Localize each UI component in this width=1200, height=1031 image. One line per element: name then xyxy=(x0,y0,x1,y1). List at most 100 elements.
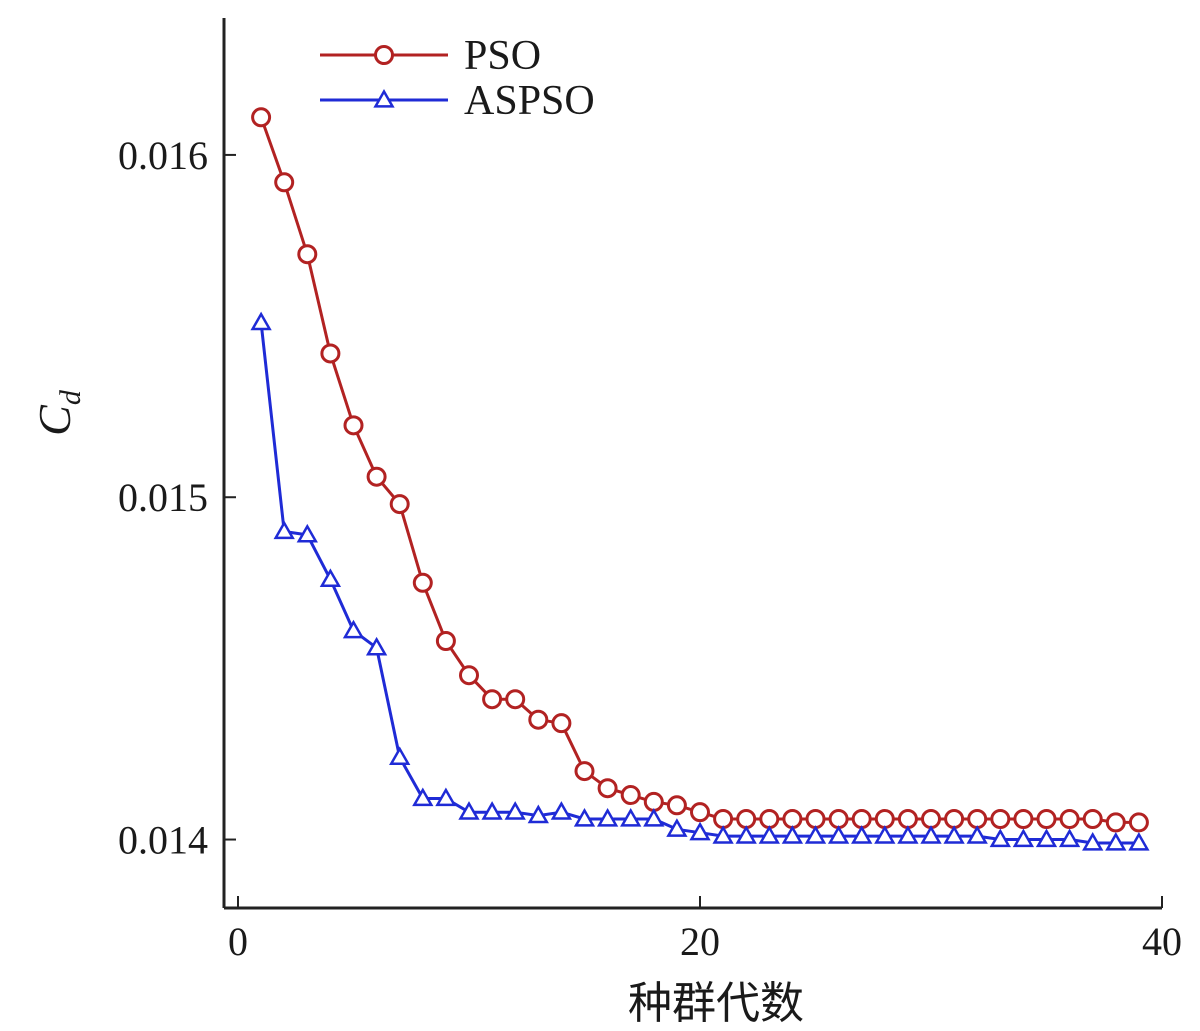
data-point xyxy=(573,807,596,827)
data-point xyxy=(435,631,456,651)
series-line xyxy=(259,116,1139,824)
data-point xyxy=(528,709,549,730)
data-point xyxy=(666,818,688,837)
data-point xyxy=(851,809,872,829)
data-point xyxy=(989,828,1011,848)
data-point xyxy=(1082,831,1104,851)
y-tick-label: 0.016 xyxy=(118,133,208,178)
y-axis-title: C xyxy=(29,404,80,436)
data-point xyxy=(342,619,365,639)
data-point xyxy=(343,415,364,436)
data-point xyxy=(620,785,641,806)
data-point xyxy=(967,809,988,829)
data-point xyxy=(736,809,757,829)
data-point xyxy=(412,572,433,593)
data-point xyxy=(1105,831,1127,851)
data-point xyxy=(1058,828,1081,848)
data-point xyxy=(759,809,780,829)
data-point xyxy=(1036,809,1057,829)
svg-text:Cd: Cd xyxy=(29,389,87,436)
y-axis-title-group: Cd xyxy=(29,389,87,436)
data-point xyxy=(897,809,918,829)
data-point xyxy=(319,568,342,588)
data-point xyxy=(851,825,873,844)
data-point xyxy=(690,802,710,823)
data-point xyxy=(458,801,480,820)
series-layer xyxy=(250,107,1150,851)
data-point xyxy=(1082,809,1103,829)
legend-entry-pso: PSO xyxy=(320,33,541,79)
data-point xyxy=(897,825,919,844)
data-point xyxy=(712,825,734,844)
legend-marker xyxy=(373,88,395,108)
data-point xyxy=(990,809,1011,829)
data-point xyxy=(274,172,295,193)
data-point xyxy=(874,825,896,844)
data-point xyxy=(251,107,272,128)
data-point xyxy=(874,809,895,829)
data-point xyxy=(574,761,595,782)
data-point xyxy=(805,809,826,829)
data-point xyxy=(782,809,803,829)
y-tick-label: 0.015 xyxy=(118,475,208,520)
data-point xyxy=(527,804,549,824)
data-point xyxy=(1105,812,1126,833)
data-point xyxy=(504,801,526,820)
data-point xyxy=(827,825,850,844)
data-point xyxy=(666,795,687,816)
data-point xyxy=(713,809,734,829)
data-point xyxy=(758,825,780,844)
y-tick-label: 0.014 xyxy=(118,818,208,863)
x-tick-label: 0 xyxy=(228,919,248,964)
data-point xyxy=(551,713,572,734)
data-point xyxy=(643,807,665,827)
data-point xyxy=(1035,828,1058,848)
series-pso xyxy=(251,107,1149,833)
legend-marker xyxy=(374,45,394,65)
data-point xyxy=(643,791,664,812)
data-point xyxy=(273,520,295,540)
ticks: 0 20 40 0.014 0.015 0.016 xyxy=(118,133,1182,964)
data-point xyxy=(689,821,711,841)
data-point xyxy=(435,787,457,807)
data-point xyxy=(481,801,503,820)
data-point xyxy=(505,689,526,710)
data-point xyxy=(412,787,434,807)
legend-entry-aspso: ASPSO xyxy=(320,78,595,124)
data-point xyxy=(1128,831,1150,851)
data-point xyxy=(550,801,573,820)
data-point xyxy=(389,494,410,515)
x-tick-label: 40 xyxy=(1142,919,1182,964)
data-point xyxy=(735,825,757,844)
legend-label: PSO xyxy=(464,33,541,79)
data-point xyxy=(597,778,618,799)
x-axis-title: 种群代数 xyxy=(628,979,804,1028)
data-point xyxy=(596,807,619,827)
data-point xyxy=(365,636,388,656)
data-point xyxy=(966,825,988,844)
data-point xyxy=(250,311,272,331)
y-axis-title-subscript: d xyxy=(54,389,87,405)
x-tick-label: 20 xyxy=(680,919,720,964)
series-aspso xyxy=(250,311,1150,851)
data-point xyxy=(366,466,387,487)
data-point xyxy=(389,746,411,766)
data-point xyxy=(804,825,827,844)
data-point xyxy=(1059,809,1080,829)
data-point xyxy=(943,825,965,844)
data-point xyxy=(920,825,942,844)
data-point xyxy=(1013,809,1034,829)
data-point xyxy=(297,244,318,265)
legend-label: ASPSO xyxy=(464,78,595,124)
data-point xyxy=(320,343,341,364)
data-point xyxy=(944,809,965,829)
data-point xyxy=(921,809,941,829)
axes xyxy=(222,18,1162,910)
data-point xyxy=(482,689,503,710)
data-point xyxy=(620,807,642,827)
data-point xyxy=(1128,812,1149,833)
data-point xyxy=(459,665,479,686)
data-point xyxy=(296,523,318,543)
